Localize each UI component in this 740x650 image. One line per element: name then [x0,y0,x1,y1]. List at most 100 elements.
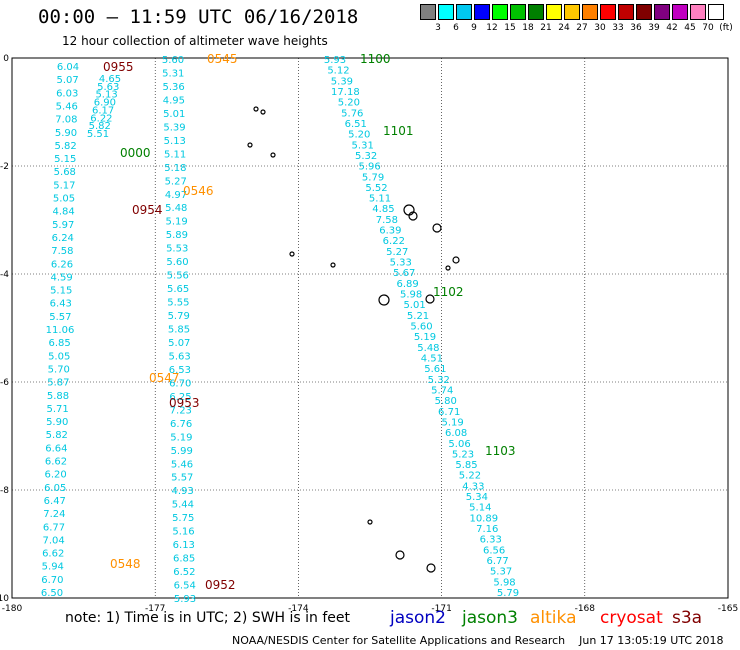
wave-height-value: 5.15 [54,154,76,165]
wave-height-value: 6.26 [51,259,73,270]
wave-height-value: 5.27 [386,247,408,258]
wave-height-value: 5.93 [324,55,346,66]
pass-time-label: 0548 [110,557,141,571]
legend-swatch [456,4,472,20]
wave-height-value: 6.05 [44,483,66,494]
legend-swatch [672,4,688,20]
island-outline [253,106,259,112]
wave-height-value: 5.17 [53,180,75,191]
island-outline [432,223,442,233]
legend-label: 3 [435,23,441,33]
wave-height-value: 4.84 [52,207,74,218]
wave-height-value: 6.90 [94,98,116,109]
wave-height-value: 4.97 [165,190,187,201]
wave-height-value: 6.17 [92,105,114,116]
wave-height-value: 7.23 [170,405,192,416]
wave-height-value: 6.52 [173,567,195,578]
x-axis-label: -171 [431,604,451,614]
pass-time-label: 1101 [383,124,414,138]
wave-height-value: 5.48 [165,203,187,214]
pass-time-label: 1102 [433,285,464,299]
wave-height-value: 5.98 [493,577,515,588]
pass-time-label: 1100 [360,52,391,66]
wave-height-value: 5.19 [170,432,192,443]
island-outline [378,294,390,306]
wave-height-value: 6.85 [48,338,70,349]
wave-height-value: 7.08 [55,115,77,126]
island-outline [289,251,295,257]
wave-height-value: 5.97 [52,220,74,231]
wave-height-value: 5.85 [455,460,477,471]
legend-swatch [438,4,454,20]
wave-height-value: 5.36 [162,82,184,93]
legend-label: 24 [558,23,570,33]
wave-height-value: 5.05 [48,351,70,362]
wave-height-value: 5.82 [46,430,68,441]
legend-swatch [510,4,526,20]
wave-height-value: 6.77 [486,556,508,567]
wave-height-value: 4.65 [99,74,121,85]
legend-swatch [564,4,580,20]
wave-height-value: 5.21 [407,311,429,322]
legend-swatch [420,4,436,20]
wave-height-value: 5.68 [54,167,76,178]
legend-label: (ft) [719,23,733,33]
wave-height-value: 5.23 [452,449,474,460]
wave-height-value: 5.32 [428,375,450,386]
legend-label: 21 [540,23,552,33]
wave-height-value: 6.04 [57,62,79,73]
island-outline [395,550,405,560]
wave-height-value: 7.58 [376,215,398,226]
wave-height-value: 5.33 [390,258,412,269]
wave-height-value: 6.39 [379,226,401,237]
wave-height-value: 5.18 [164,163,186,174]
pass-time-label: 0547 [149,371,180,385]
wave-height-value: 4.59 [50,272,72,283]
wave-height-value: 6.43 [50,299,72,310]
legend-swatch [546,4,562,20]
legend-label: 12 [486,23,498,33]
wave-height-value: 5.19 [414,332,436,343]
y-axis-label: -4 [0,270,9,280]
wave-height-value: 5.71 [46,404,68,415]
island-outline [260,109,266,115]
wave-height-value: 6.62 [42,549,64,560]
island-outline [425,294,435,304]
wave-height-value: 6.62 [45,457,67,468]
legend-swatch [474,4,490,20]
credit-line: NOAA/NESDIS Center for Satellite Applica… [232,634,724,647]
wave-height-value: 6.25 [169,392,191,403]
wave-height-value: 6.64 [45,443,67,454]
wave-height-value: 5.16 [172,527,194,538]
wave-height-value: 6.22 [90,113,112,124]
wave-height-value: 5.80 [435,396,457,407]
x-axis-label: -174 [288,604,309,614]
x-axis-label: -180 [2,604,23,614]
satellite-label: altika [530,608,577,628]
legend-swatch [690,4,706,20]
island-outline [403,204,415,216]
pass-time-label: 0000 [120,146,151,160]
satellite-label: s3a [672,608,703,628]
x-axis-label: -177 [145,604,165,614]
wave-height-value: 4.51 [421,353,443,364]
wave-height-value: 5.07 [168,338,190,349]
wave-height-value: 5.51 [87,129,109,140]
legend-label: 45 [684,23,696,33]
wave-height-value: 5.20 [348,130,370,141]
wave-height-value: 5.79 [497,588,519,599]
wave-height-value: 5.76 [341,108,363,119]
wave-height-value: 5.22 [459,471,481,482]
wave-height-value: 5.87 [47,378,69,389]
wave-height-value: 5.57 [49,312,71,323]
legend-swatch [600,4,616,20]
satellite-label: cryosat [600,608,663,628]
wave-height-value: 5.55 [167,298,189,309]
wave-height-value: 5.79 [362,172,384,183]
wave-height-value: 5.89 [166,230,188,241]
wave-height-value: 6.33 [480,535,502,546]
page-subtitle: 12 hour collection of altimeter wave hei… [62,34,328,48]
wave-height-value: 5.90 [55,128,77,139]
wave-height-value: 5.39 [163,122,185,133]
